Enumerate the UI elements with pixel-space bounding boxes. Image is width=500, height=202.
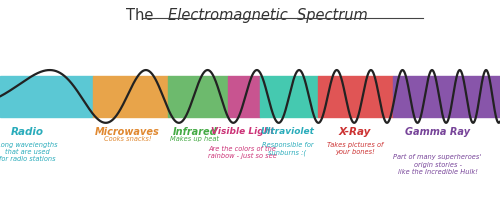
Bar [168, 77, 228, 117]
Text: Responsible for
sunburns :(: Responsible for sunburns :( [262, 141, 314, 155]
Bar [228, 77, 260, 117]
Text: Visible Light: Visible Light [211, 126, 274, 135]
Bar [92, 77, 168, 117]
Text: Infrared: Infrared [172, 126, 218, 136]
Text: The: The [126, 8, 162, 23]
Text: X-Ray: X-Ray [339, 126, 371, 136]
Text: Part of many superheroes'
origin stories -
like the Incredible Hulk!: Part of many superheroes' origin stories… [394, 154, 482, 174]
Bar [318, 77, 392, 117]
Text: Gamma Ray: Gamma Ray [405, 126, 470, 136]
Bar [0, 77, 92, 117]
Bar [392, 77, 500, 117]
Text: Ultraviolet: Ultraviolet [260, 126, 314, 135]
Text: Are the colors of the
rainbow - just so see: Are the colors of the rainbow - just so … [208, 145, 277, 159]
Text: Takes pictures of
your bones!: Takes pictures of your bones! [327, 141, 383, 155]
Text: Long wavelengths
that are used
for radio stations: Long wavelengths that are used for radio… [0, 141, 58, 161]
Bar [260, 77, 318, 117]
Text: Cooks snacks!: Cooks snacks! [104, 135, 151, 141]
Text: Electromagnetic  Spectrum: Electromagnetic Spectrum [168, 8, 367, 23]
Text: Makes up heat: Makes up heat [170, 135, 220, 141]
Text: Microwaves: Microwaves [95, 126, 160, 136]
Text: Radio: Radio [11, 126, 44, 136]
